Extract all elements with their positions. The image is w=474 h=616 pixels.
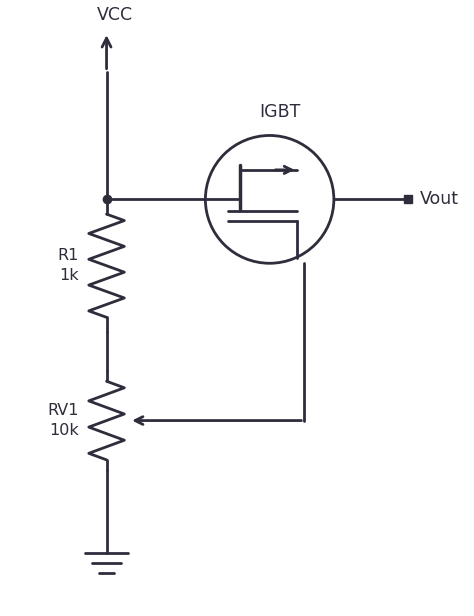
- Text: Vout: Vout: [420, 190, 459, 208]
- Text: R1
1k: R1 1k: [57, 248, 79, 283]
- Text: RV1
10k: RV1 10k: [47, 403, 79, 438]
- Text: IGBT: IGBT: [259, 103, 300, 121]
- Text: VCC: VCC: [97, 6, 133, 25]
